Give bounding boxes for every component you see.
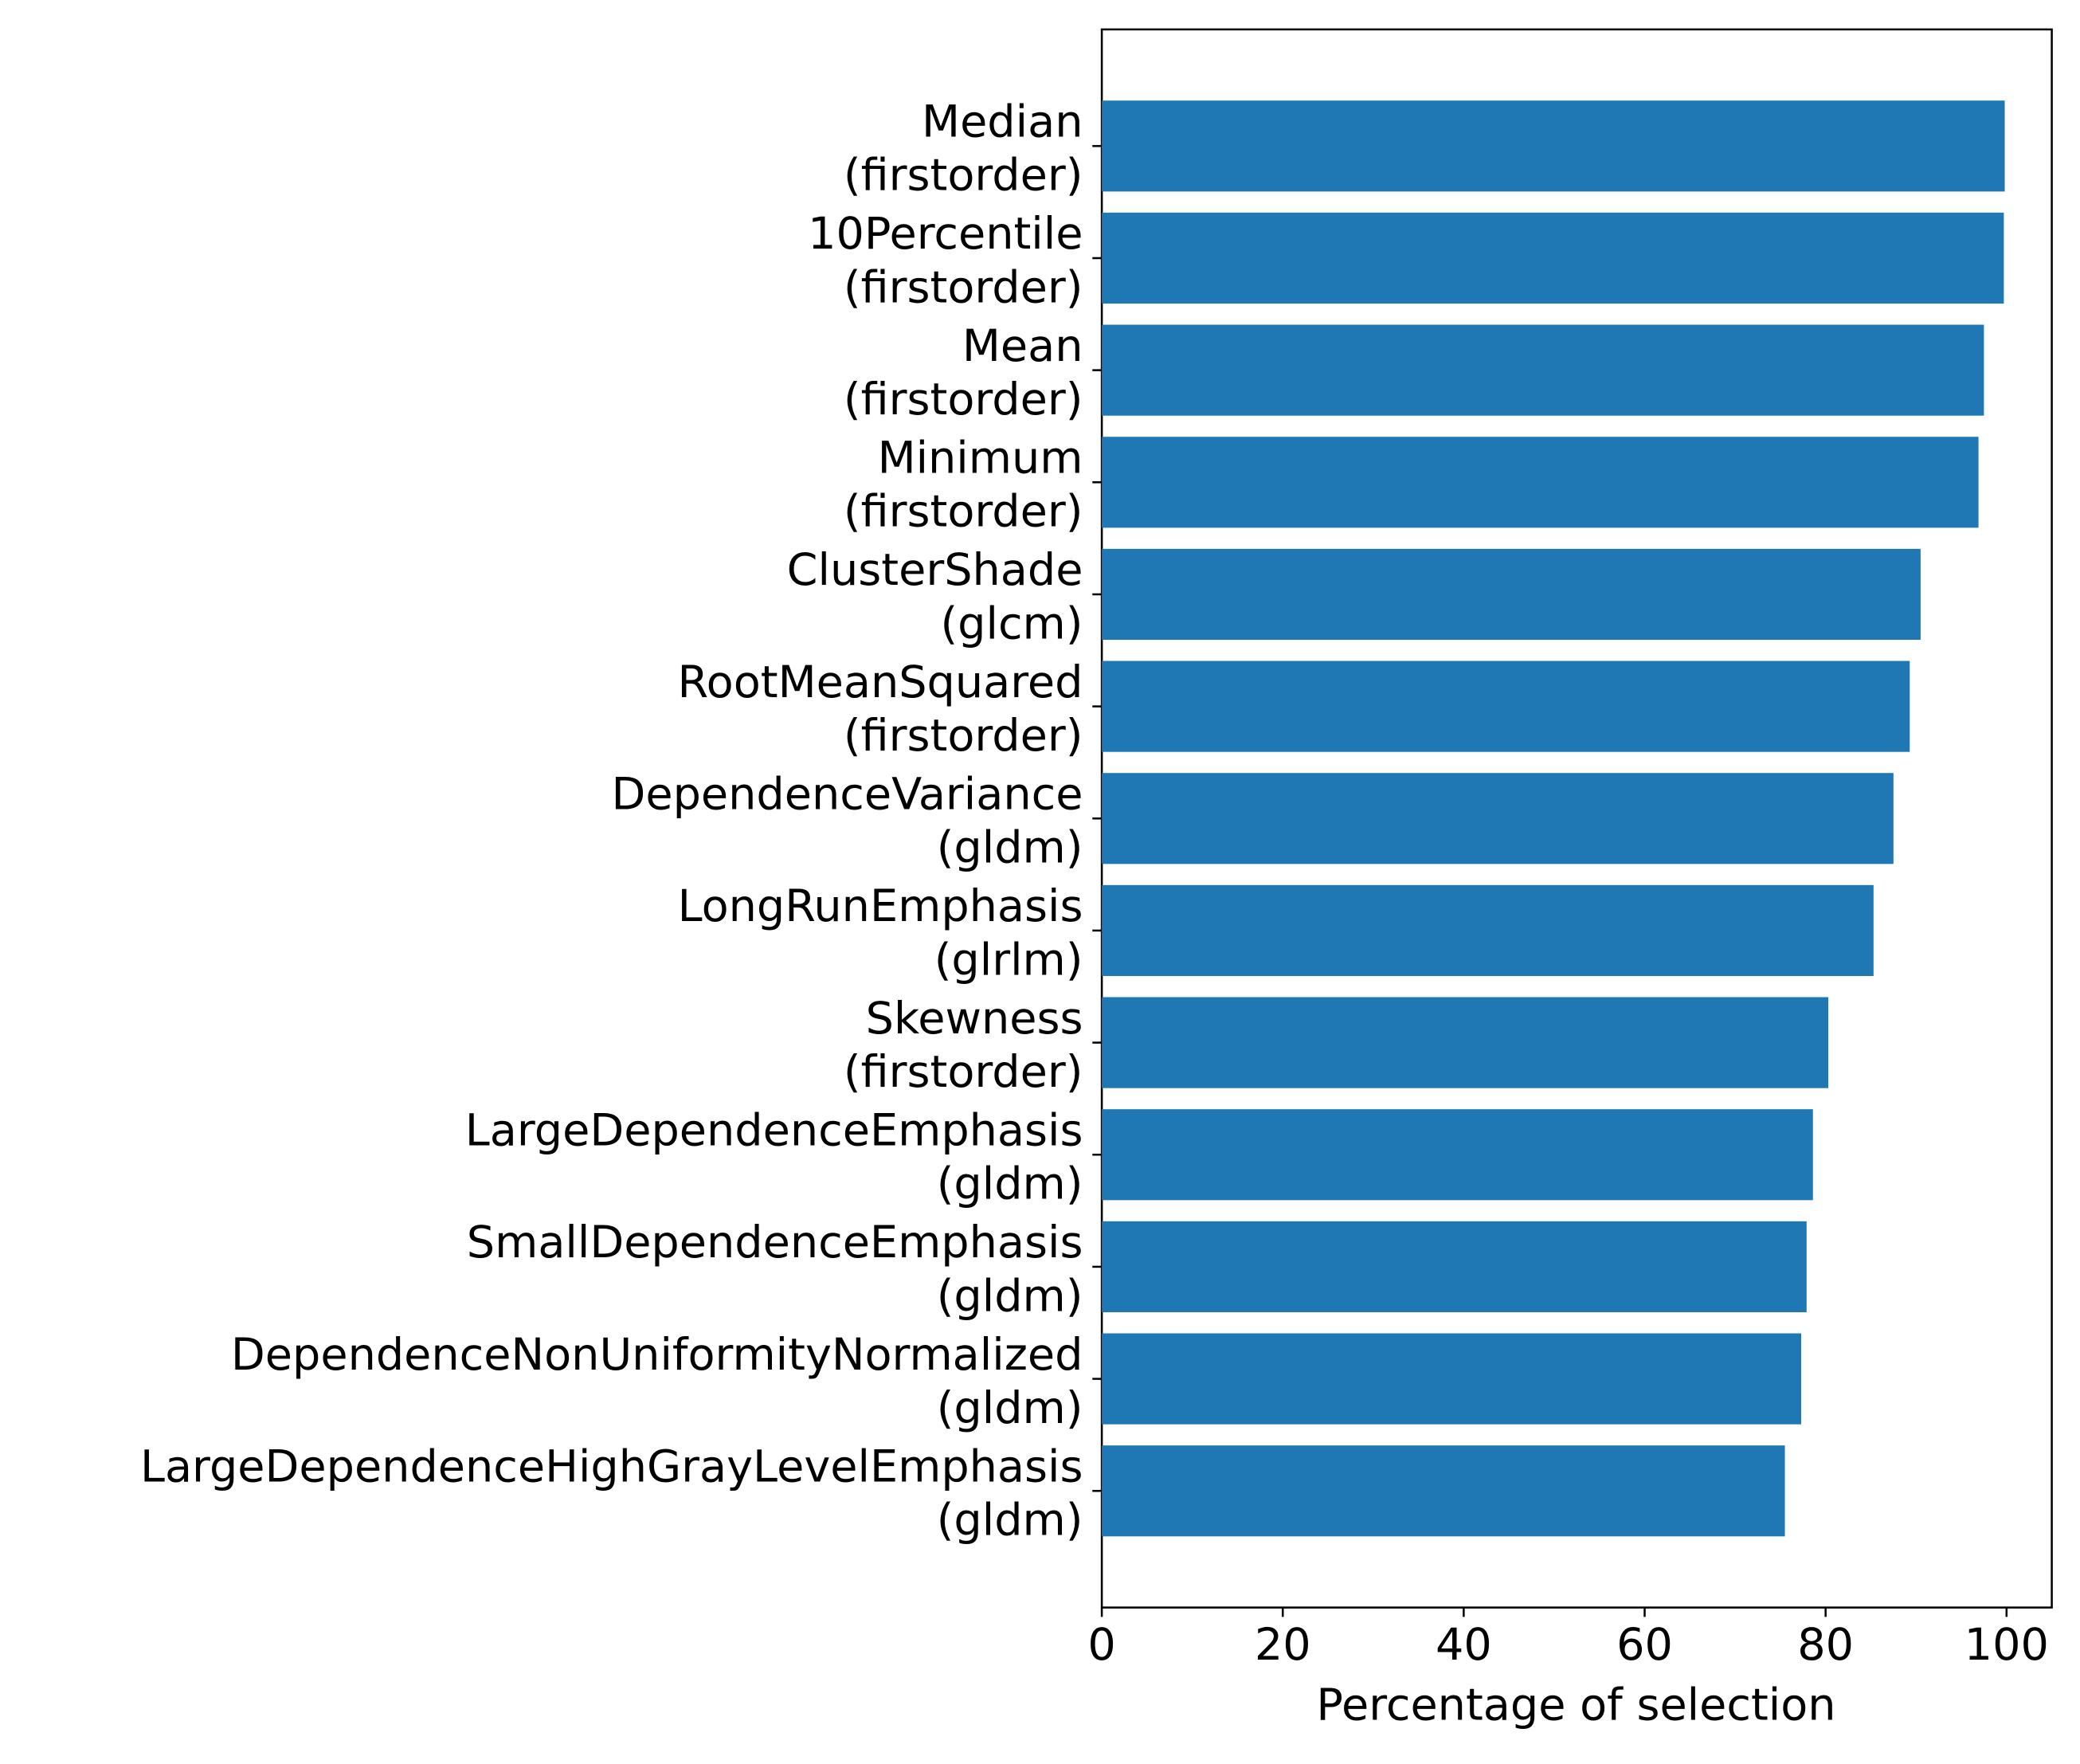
bar <box>1102 100 2005 192</box>
y-tick-label: (gldm) <box>937 1382 1083 1434</box>
y-tick-label: (gldm) <box>937 1495 1083 1546</box>
x-axis-label: Percentage of selection <box>1316 1680 1835 1731</box>
x-tick-label: 20 <box>1255 1619 1311 1671</box>
y-tick-label: DependenceVariance <box>611 769 1083 821</box>
y-tick-label: (firstorder) <box>844 374 1083 425</box>
bar <box>1102 212 2004 304</box>
y-tick-label: (gldm) <box>937 1270 1083 1322</box>
bar <box>1102 1221 1807 1312</box>
bar <box>1102 437 1979 528</box>
y-tick-label: Skewness <box>866 993 1083 1045</box>
y-tick-label: (firstorder) <box>844 261 1083 313</box>
bar <box>1102 548 1921 641</box>
y-tick-label: (firstorder) <box>844 710 1083 762</box>
x-tick-label: 60 <box>1616 1619 1673 1671</box>
y-tick-label: Minimum <box>878 433 1083 484</box>
y-tick-label: Mean <box>962 320 1083 372</box>
bar <box>1102 661 1910 752</box>
bar <box>1102 324 1984 416</box>
bar <box>1102 997 1829 1088</box>
y-tick-label: 10Percentile <box>808 208 1083 260</box>
y-tick-label: Median <box>922 96 1083 148</box>
y-tick-label: ClusterShade <box>787 544 1083 596</box>
y-tick-label: (firstorder) <box>844 150 1083 202</box>
y-tick-label: (glcm) <box>940 598 1083 649</box>
y-tick-label: DependenceNonUniformityNormalized <box>231 1329 1083 1381</box>
y-tick-label: (firstorder) <box>844 486 1083 538</box>
bar <box>1102 1445 1785 1537</box>
y-tick-label: LargeDependenceEmphasis <box>465 1105 1083 1157</box>
bar <box>1102 1109 1813 1201</box>
x-tick-label: 100 <box>1964 1619 2049 1671</box>
y-tick-label: SmallDependenceEmphasis <box>467 1217 1083 1268</box>
y-tick-label: LargeDependenceHighGrayLevelEmphasis <box>140 1441 1083 1493</box>
y-tick-label: (glrlm) <box>934 934 1083 986</box>
x-tick-label: 40 <box>1436 1619 1492 1671</box>
bar <box>1102 884 1874 977</box>
y-tick-label: RootMeanSquared <box>678 657 1083 708</box>
y-tick-label: (gldm) <box>937 822 1083 874</box>
y-tick-label: (firstorder) <box>844 1046 1083 1098</box>
bar <box>1102 1333 1801 1425</box>
y-tick-label: LongRunEmphasis <box>678 880 1083 932</box>
bar <box>1102 773 1894 864</box>
x-tick-label: 0 <box>1087 1619 1115 1671</box>
y-tick-label: (gldm) <box>937 1158 1083 1210</box>
x-tick-label: 80 <box>1797 1619 1854 1671</box>
